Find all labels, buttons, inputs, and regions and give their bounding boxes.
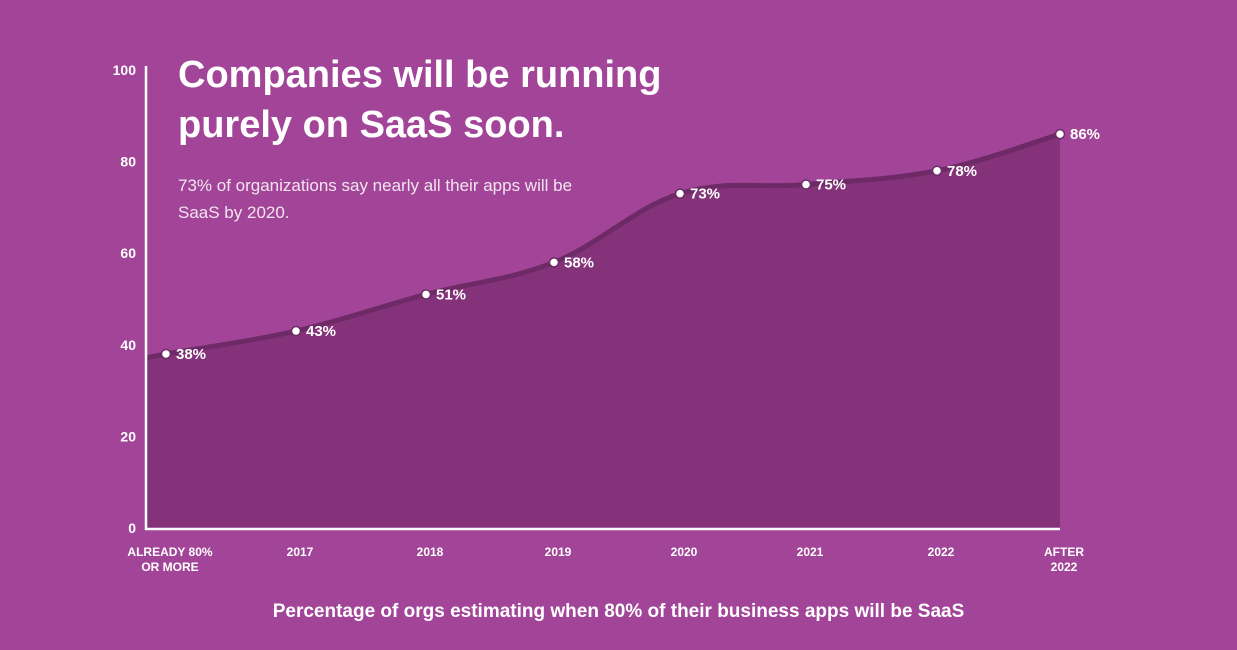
- x-tick-label: 2017: [287, 545, 314, 559]
- data-label: 75%: [816, 177, 846, 194]
- y-tick-label: 60: [120, 245, 136, 261]
- data-point: [800, 179, 812, 190]
- x-tick-label: 2020: [671, 545, 698, 559]
- data-point: [674, 188, 686, 199]
- data-point: [548, 257, 560, 268]
- data-label: 58%: [564, 254, 594, 271]
- chart-subtext: 73% of organizations say nearly all thei…: [178, 176, 573, 222]
- data-label: 73%: [690, 186, 720, 203]
- area-fill: [146, 134, 1060, 528]
- y-tick-label: 20: [120, 428, 136, 444]
- chart-caption: Percentage of orgs estimating when 80% o…: [272, 601, 965, 622]
- series-line: [144, 131, 1061, 361]
- data-point: [160, 348, 172, 360]
- data-label: 51%: [436, 286, 466, 303]
- data-label: 78%: [947, 163, 977, 180]
- y-tick-label: 0: [128, 520, 136, 536]
- x-tick-label: 2019: [545, 545, 572, 559]
- y-tick-label: 40: [120, 337, 136, 353]
- y-tick-label: 80: [120, 154, 136, 170]
- chart-headline: Companies will be running purely on SaaS…: [178, 54, 662, 146]
- data-point: [420, 289, 432, 300]
- data-label: 86%: [1070, 126, 1100, 143]
- x-tick-label: 2018: [417, 545, 444, 559]
- data-point: [931, 165, 943, 177]
- x-tick-label: 2022: [928, 545, 955, 559]
- x-tick-label: ALREADY 80% OR MORE: [127, 545, 212, 574]
- data-label: 43%: [306, 323, 336, 340]
- y-tick-label: 100: [113, 62, 137, 78]
- x-tick-label: 2021: [797, 545, 824, 559]
- data-label: 38%: [176, 346, 206, 363]
- data-point: [1054, 128, 1066, 140]
- x-tick-label: AFTER 2022: [1044, 545, 1084, 574]
- data-point: [290, 325, 302, 337]
